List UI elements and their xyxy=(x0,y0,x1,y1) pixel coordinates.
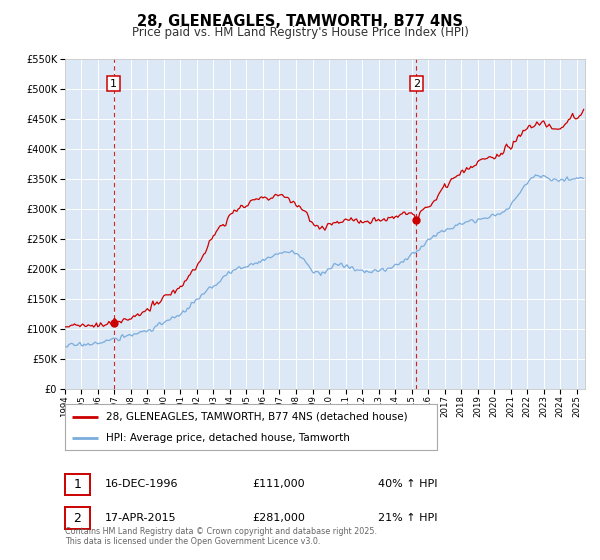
Text: 16-DEC-1996: 16-DEC-1996 xyxy=(105,479,179,489)
Text: Price paid vs. HM Land Registry's House Price Index (HPI): Price paid vs. HM Land Registry's House … xyxy=(131,26,469,39)
Text: Contains HM Land Registry data © Crown copyright and database right 2025.
This d: Contains HM Land Registry data © Crown c… xyxy=(65,526,377,546)
Text: 1: 1 xyxy=(110,78,117,88)
Text: HPI: Average price, detached house, Tamworth: HPI: Average price, detached house, Tamw… xyxy=(106,433,350,443)
Text: 17-APR-2015: 17-APR-2015 xyxy=(105,513,176,523)
Text: 1: 1 xyxy=(73,478,82,491)
Text: 40% ↑ HPI: 40% ↑ HPI xyxy=(378,479,437,489)
Text: £111,000: £111,000 xyxy=(252,479,305,489)
Text: 2: 2 xyxy=(413,78,420,88)
Text: £281,000: £281,000 xyxy=(252,513,305,523)
Text: 28, GLENEAGLES, TAMWORTH, B77 4NS (detached house): 28, GLENEAGLES, TAMWORTH, B77 4NS (detac… xyxy=(106,412,407,422)
Text: 2: 2 xyxy=(73,511,82,525)
Text: 28, GLENEAGLES, TAMWORTH, B77 4NS: 28, GLENEAGLES, TAMWORTH, B77 4NS xyxy=(137,14,463,29)
Text: 21% ↑ HPI: 21% ↑ HPI xyxy=(378,513,437,523)
